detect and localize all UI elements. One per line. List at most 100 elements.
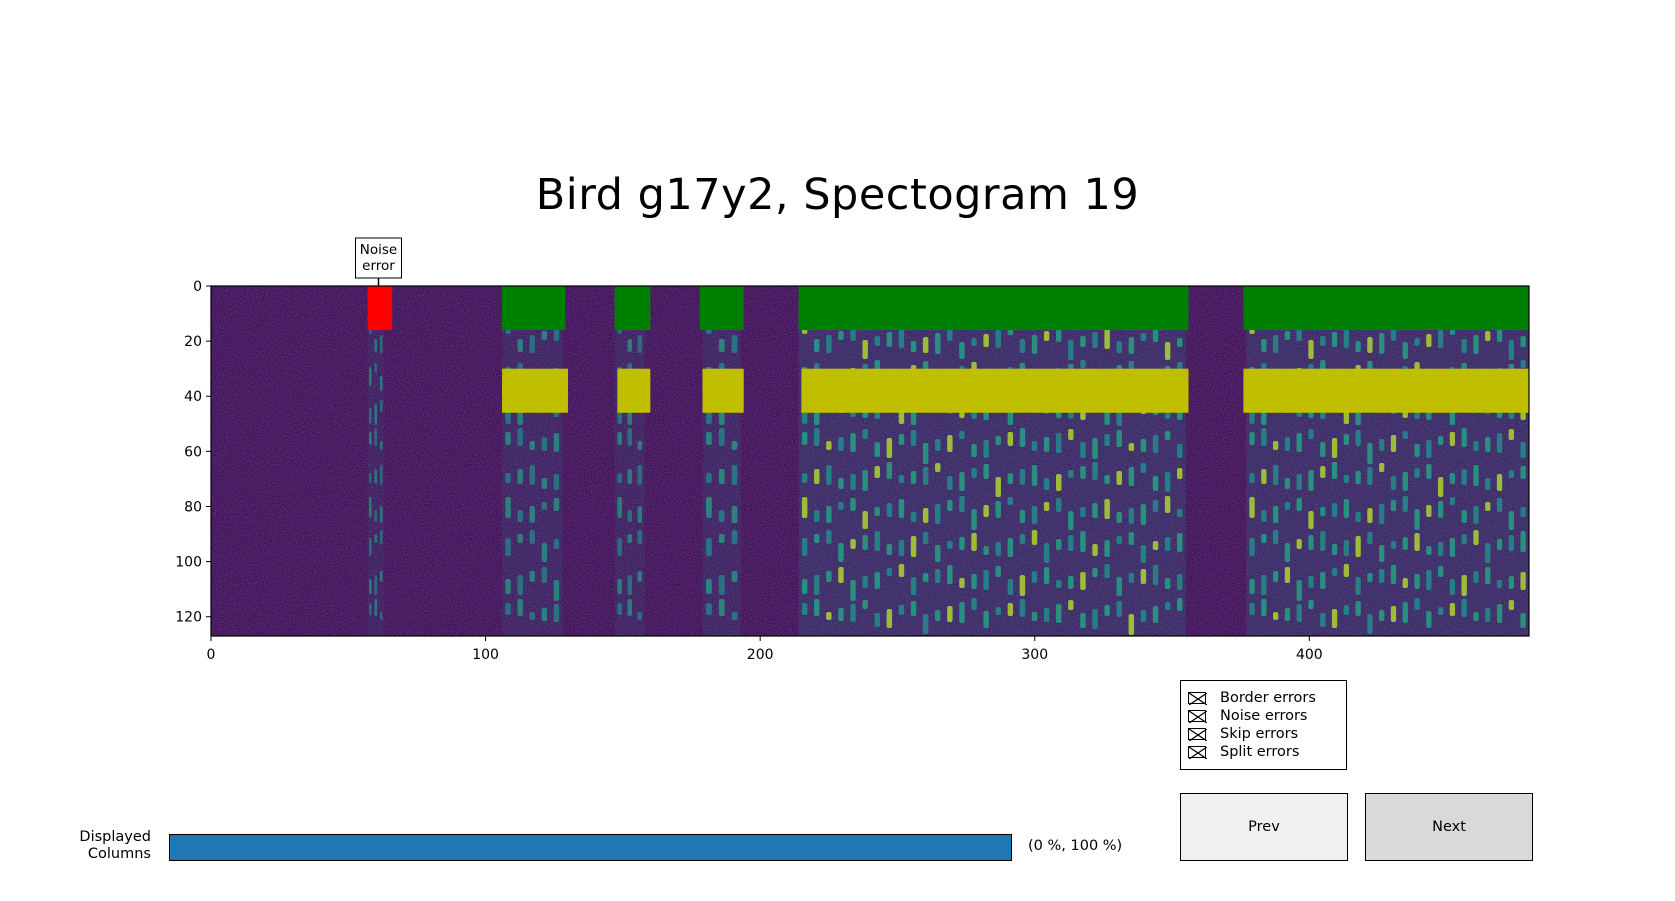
- border-segment: [798, 286, 1189, 331]
- activity-streak: [374, 534, 377, 543]
- activity-streak: [959, 496, 965, 512]
- checkbox-icon[interactable]: [1188, 692, 1207, 705]
- activity-streak: [1508, 600, 1514, 610]
- activity-streak: [637, 612, 643, 620]
- activity-streak: [862, 470, 868, 491]
- activity-streak: [517, 469, 523, 484]
- activity-streak: [1272, 441, 1279, 450]
- activity-streak: [971, 509, 977, 530]
- toggle-noise-errors[interactable]: Noise errors: [1181, 707, 1346, 725]
- activity-streak: [1331, 462, 1338, 479]
- activity-streak: [959, 537, 965, 550]
- activity-streak: [1261, 339, 1267, 352]
- activity-streak: [1402, 342, 1408, 359]
- checkbox-icon[interactable]: [1188, 710, 1207, 723]
- activity-streak: [1379, 333, 1385, 354]
- activity-base: [1246, 286, 1529, 636]
- x-tick-label: 300: [1021, 647, 1048, 663]
- activity-streak: [1152, 541, 1159, 550]
- activity-streak: [1164, 472, 1171, 492]
- activity-streak: [1092, 332, 1098, 348]
- activity-streak: [1080, 572, 1086, 590]
- activity-streak: [874, 531, 880, 551]
- activity-streak: [1176, 444, 1183, 458]
- activity-streak: [1092, 568, 1098, 577]
- activity-streak: [374, 363, 377, 373]
- activity-streak: [935, 463, 941, 472]
- activity-streak: [1068, 511, 1074, 530]
- activity-streak: [1056, 580, 1062, 588]
- activity-streak: [1031, 571, 1038, 583]
- toggle-skip-errors[interactable]: Skip errors: [1181, 725, 1346, 743]
- activity-streak: [637, 465, 643, 485]
- activity-streak: [1508, 429, 1514, 440]
- activity-streak: [1355, 341, 1361, 352]
- activity-streak: [898, 499, 905, 518]
- activity-streak: [1426, 464, 1432, 479]
- toggle-border-errors[interactable]: Border errors: [1181, 689, 1346, 707]
- activity-streak: [1520, 336, 1526, 347]
- activity-streak: [637, 530, 643, 544]
- activity-streak: [380, 376, 383, 391]
- checkbox-icon[interactable]: [1188, 746, 1207, 759]
- activity-streak: [1308, 470, 1314, 491]
- activity-streak: [886, 544, 893, 555]
- activity-streak: [898, 605, 905, 615]
- y-tick-label: 100: [175, 555, 202, 571]
- activity-streak: [1031, 465, 1038, 486]
- activity-streak: [1140, 463, 1147, 473]
- activity-streak: [1308, 600, 1314, 609]
- prev-button[interactable]: Prev: [1180, 793, 1348, 861]
- activity-streak: [1320, 336, 1326, 346]
- displayed-columns-slider[interactable]: [169, 834, 1012, 861]
- next-button[interactable]: Next: [1365, 793, 1533, 861]
- activity-streak: [1080, 507, 1086, 517]
- activity-streak: [1402, 602, 1408, 623]
- activity-streak: [627, 575, 633, 595]
- activity-streak: [850, 327, 856, 341]
- activity-streak: [1508, 340, 1514, 360]
- legend-label: Border errors: [1220, 690, 1316, 706]
- slider-label-line1: Displayed: [79, 829, 151, 845]
- activity-streak: [1320, 466, 1326, 478]
- activity-streak: [1485, 608, 1491, 622]
- activity-streak: [541, 478, 548, 489]
- activity-streak: [898, 540, 905, 556]
- activity-streak: [910, 512, 917, 522]
- activity-streak: [814, 599, 820, 616]
- activity-streak: [935, 439, 941, 451]
- activity-streak: [1152, 329, 1159, 342]
- activity-streak: [801, 473, 808, 483]
- x-tick-label: 0: [207, 647, 216, 663]
- activity-streak: [374, 339, 377, 352]
- activity-streak: [1473, 441, 1479, 451]
- activity-streak: [814, 339, 820, 352]
- split-segment: [702, 368, 744, 413]
- activity-streak: [529, 530, 535, 544]
- activity-streak: [1272, 571, 1279, 582]
- activity-streak: [922, 532, 929, 544]
- activity-streak: [1296, 474, 1302, 490]
- activity-streak: [637, 506, 643, 523]
- noise-error-segment: [367, 286, 393, 331]
- slider-range-fill[interactable]: [170, 835, 1011, 860]
- activity-streak: [1449, 432, 1456, 446]
- activity-streak: [1473, 506, 1479, 524]
- y-tick-label: 0: [193, 279, 202, 295]
- activity-streak: [971, 598, 977, 610]
- activity-streak: [1426, 570, 1432, 590]
- annotation-text: Noise: [360, 242, 397, 258]
- checkbox-icon[interactable]: [1188, 728, 1207, 741]
- activity-streak: [1284, 437, 1291, 451]
- activity-streak: [1331, 438, 1338, 458]
- toggle-split-errors[interactable]: Split errors: [1181, 743, 1346, 761]
- activity-streak: [886, 609, 893, 628]
- border-segment: [1243, 286, 1529, 331]
- activity-streak: [1043, 502, 1050, 511]
- split-segment: [1243, 368, 1529, 413]
- activity-streak: [1031, 506, 1038, 524]
- activity-streak: [529, 335, 535, 353]
- activity-streak: [1128, 467, 1135, 486]
- activity-streak: [1520, 360, 1526, 368]
- activity-streak: [1343, 564, 1349, 577]
